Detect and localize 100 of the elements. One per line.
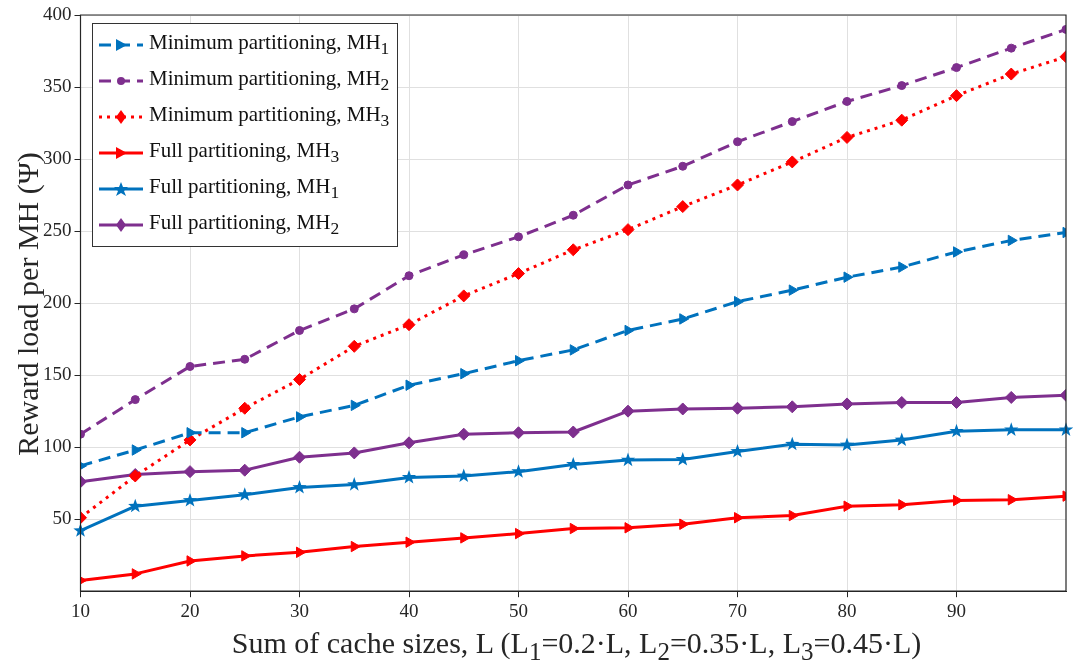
point: [566, 425, 580, 439]
point: [785, 436, 800, 451]
point: [1004, 422, 1019, 436]
y-axis-title: Reward load per MH (Ψ): [11, 152, 44, 456]
legend-label: Full partitioning, MH$_{3}$: [149, 138, 340, 168]
point: [293, 450, 306, 464]
point: [404, 271, 414, 281]
y-tick-label: 350: [43, 75, 72, 97]
x-tick-label: 10: [71, 599, 90, 621]
point: [1004, 67, 1018, 81]
legend-label: Full partitioning, MH$_{1}$: [149, 174, 340, 204]
point: [840, 397, 854, 411]
point: [515, 355, 525, 367]
point: [734, 512, 744, 524]
point: [405, 379, 416, 391]
point: [731, 401, 744, 415]
point: [840, 130, 854, 144]
point: [569, 344, 580, 356]
point: [293, 372, 306, 386]
x-tick-label: 90: [947, 599, 966, 621]
x-tick-label: 20: [180, 599, 200, 621]
y-tick-label: 150: [43, 363, 72, 385]
x-tick-label: 40: [399, 599, 419, 621]
point: [898, 499, 909, 511]
point: [459, 250, 469, 260]
point: [347, 446, 361, 460]
point: [402, 436, 416, 450]
point: [731, 178, 744, 192]
point: [401, 469, 417, 484]
point: [785, 400, 799, 414]
point: [73, 523, 88, 537]
point: [676, 402, 690, 416]
point: [241, 427, 252, 439]
point: [843, 271, 854, 283]
point: [952, 63, 961, 73]
point: [675, 451, 690, 466]
point: [347, 477, 362, 491]
point: [679, 313, 690, 325]
x-tick-label: 50: [509, 599, 528, 621]
y-tick-label: 400: [43, 2, 72, 24]
point: [350, 540, 361, 553]
y-tick-label: 200: [43, 291, 72, 313]
point: [898, 261, 909, 273]
point: [842, 96, 852, 106]
point: [349, 304, 359, 314]
point: [676, 200, 690, 214]
point: [624, 522, 635, 534]
point: [511, 464, 526, 478]
point: [185, 361, 195, 371]
point: [128, 498, 143, 513]
point: [895, 396, 909, 409]
point: [182, 492, 198, 507]
point: [1004, 390, 1018, 404]
point: [624, 324, 635, 337]
point: [950, 89, 963, 103]
x-axis-title: Sum of cache sizes, L (L$_{1}$=0.2·L, L$_{2}$=0.35·L, L$_{3}$=0.45·L): [230, 626, 923, 666]
point: [568, 210, 578, 220]
point: [897, 81, 907, 91]
point: [512, 426, 525, 440]
point: [131, 444, 142, 456]
point: [953, 494, 963, 507]
y-tick-label: 300: [43, 147, 72, 169]
point: [839, 437, 855, 452]
point: [733, 137, 742, 147]
point: [734, 295, 744, 308]
point: [621, 404, 635, 418]
point: [457, 289, 471, 303]
point: [456, 468, 471, 483]
point: [1006, 43, 1016, 53]
point: [130, 395, 140, 405]
point: [240, 354, 250, 364]
point: [788, 284, 799, 296]
point: [238, 463, 252, 477]
y-tick-label: 50: [52, 507, 72, 529]
point: [183, 465, 197, 479]
point: [620, 452, 636, 467]
point: [292, 479, 307, 494]
point: [785, 155, 799, 169]
point: [730, 443, 745, 458]
x-tick-label: 80: [837, 599, 857, 621]
point: [237, 487, 252, 501]
point: [894, 432, 909, 447]
point: [350, 399, 361, 412]
x-tick-label: 60: [618, 599, 638, 621]
point: [460, 367, 471, 380]
point: [569, 522, 580, 535]
x-tick-label: 70: [728, 599, 747, 621]
legend-label: Minimum partitioning, MH$_{1}$: [149, 30, 390, 60]
point: [457, 427, 471, 441]
point: [515, 527, 525, 540]
point: [514, 232, 523, 242]
point: [566, 243, 580, 257]
point: [296, 546, 306, 558]
point: [566, 456, 581, 471]
point: [787, 117, 797, 127]
y-tick-label: 100: [43, 435, 72, 457]
point: [512, 267, 525, 281]
point: [1007, 494, 1018, 506]
point: [949, 423, 964, 438]
point: [347, 339, 361, 353]
